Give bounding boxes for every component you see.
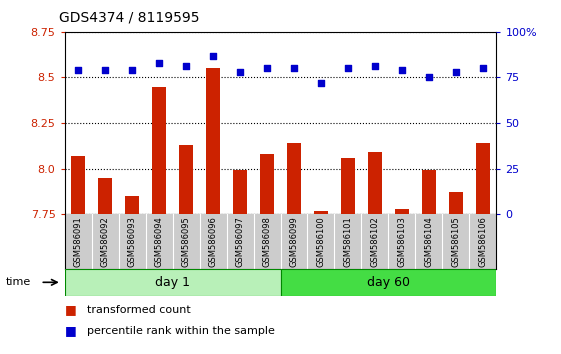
Bar — [205, 68, 220, 214]
Point — [452, 69, 461, 75]
Text: day 60: day 60 — [367, 276, 410, 289]
Bar — [287, 143, 301, 214]
Bar — [151, 87, 167, 214]
Bar — [233, 170, 247, 214]
Bar — [421, 170, 436, 214]
Point — [263, 65, 272, 71]
Point — [479, 65, 488, 71]
Text: transformed count: transformed count — [87, 305, 191, 315]
Text: GSM586097: GSM586097 — [236, 216, 245, 267]
Text: GSM586099: GSM586099 — [289, 216, 298, 267]
Text: time: time — [6, 277, 31, 287]
Bar — [178, 145, 194, 214]
Text: GSM586106: GSM586106 — [479, 216, 488, 267]
Bar — [314, 211, 328, 214]
Text: GSM586101: GSM586101 — [343, 216, 352, 267]
Point — [209, 53, 218, 58]
Point — [316, 80, 325, 86]
Text: GSM586096: GSM586096 — [209, 216, 218, 267]
Bar — [98, 178, 112, 214]
Point — [182, 64, 191, 69]
Point — [398, 67, 407, 73]
Text: GSM586092: GSM586092 — [100, 216, 109, 267]
Point — [370, 64, 379, 69]
Text: percentile rank within the sample: percentile rank within the sample — [87, 326, 275, 336]
Text: GSM586100: GSM586100 — [316, 216, 325, 267]
Text: GSM586093: GSM586093 — [127, 216, 136, 267]
Bar — [65, 269, 280, 296]
Point — [236, 69, 245, 75]
Text: GSM586095: GSM586095 — [182, 216, 191, 267]
Bar — [449, 192, 463, 214]
Point — [154, 60, 163, 66]
Bar — [476, 143, 490, 214]
Text: GSM586094: GSM586094 — [154, 216, 163, 267]
Text: ■: ■ — [65, 303, 76, 316]
Bar — [341, 158, 356, 214]
Text: GSM586102: GSM586102 — [370, 216, 379, 267]
Bar — [367, 152, 383, 214]
Text: GSM586105: GSM586105 — [452, 216, 461, 267]
Bar — [394, 209, 410, 214]
Point — [343, 65, 352, 71]
Point — [100, 67, 109, 73]
Point — [73, 67, 82, 73]
Bar — [125, 196, 140, 214]
Point — [289, 65, 298, 71]
Point — [425, 75, 434, 80]
Text: GSM586098: GSM586098 — [263, 216, 272, 267]
Text: GSM586091: GSM586091 — [73, 216, 82, 267]
Text: GDS4374 / 8119595: GDS4374 / 8119595 — [59, 11, 199, 25]
Bar — [260, 154, 274, 214]
Text: day 1: day 1 — [155, 276, 190, 289]
Bar — [280, 269, 496, 296]
Bar — [71, 156, 85, 214]
Text: ■: ■ — [65, 325, 76, 337]
Text: GSM586103: GSM586103 — [398, 216, 407, 267]
Text: GSM586104: GSM586104 — [425, 216, 434, 267]
Point — [127, 67, 136, 73]
